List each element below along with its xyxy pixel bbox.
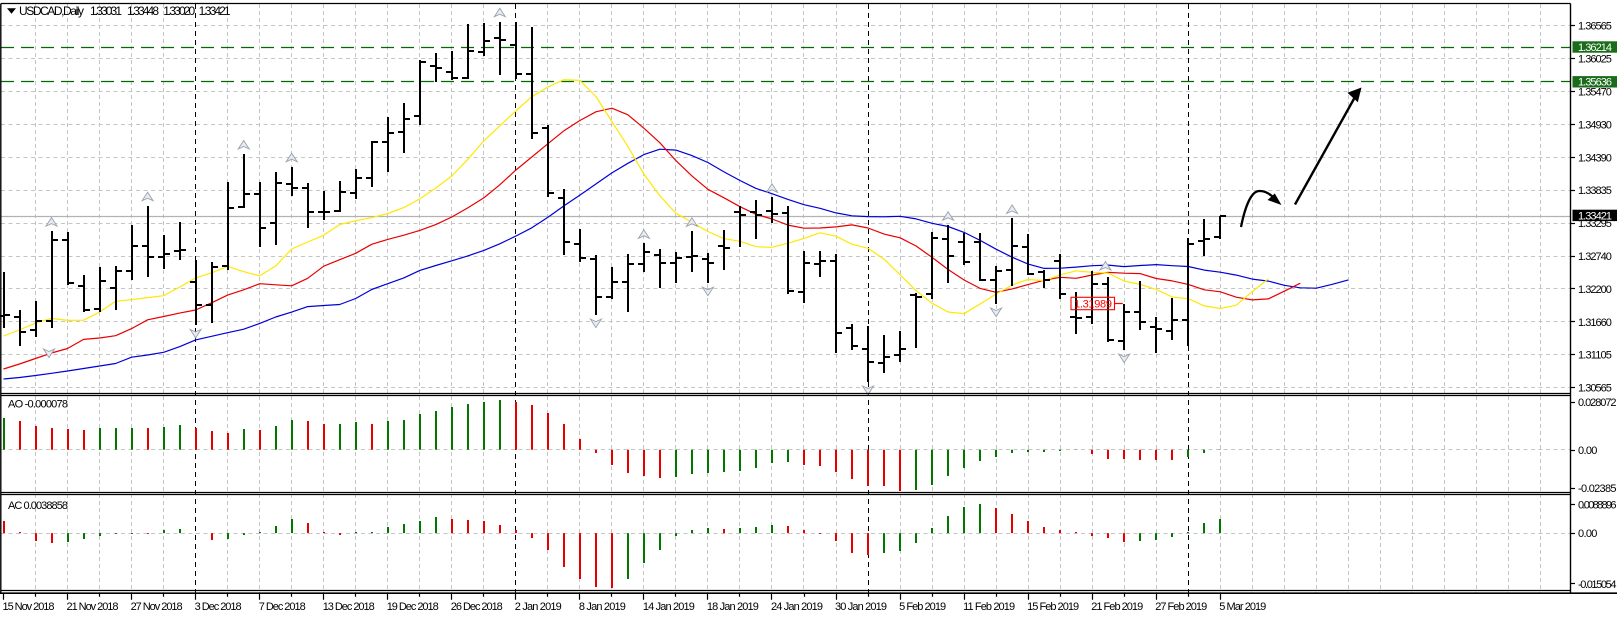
svg-text:-0.02385: -0.02385 bbox=[1578, 483, 1617, 495]
svg-text:0.028072: 0.028072 bbox=[1578, 397, 1617, 409]
svg-text:1.33020: 1.33020 bbox=[163, 4, 195, 18]
svg-text:1.34930: 1.34930 bbox=[1578, 119, 1612, 131]
svg-text:14 Jan 2019: 14 Jan 2019 bbox=[643, 601, 695, 613]
svg-text:1.33421: 1.33421 bbox=[1578, 210, 1612, 222]
svg-text:1.33448: 1.33448 bbox=[127, 4, 159, 18]
svg-text:5 Mar 2019: 5 Mar 2019 bbox=[1219, 601, 1266, 613]
svg-text:24 Jan 2019: 24 Jan 2019 bbox=[771, 601, 823, 613]
svg-text:1.31989: 1.31989 bbox=[1074, 298, 1112, 310]
svg-text:15 Nov 2018: 15 Nov 2018 bbox=[3, 601, 55, 613]
svg-text:AC 0.0038858: AC 0.0038858 bbox=[8, 500, 68, 512]
svg-text:26 Dec 2018: 26 Dec 2018 bbox=[451, 601, 503, 613]
svg-text:1.32740: 1.32740 bbox=[1578, 251, 1612, 263]
svg-text:27 Nov 2018: 27 Nov 2018 bbox=[131, 601, 183, 613]
svg-text:5 Feb 2019: 5 Feb 2019 bbox=[899, 601, 946, 613]
svg-text:1.33835: 1.33835 bbox=[1578, 185, 1612, 197]
svg-text:21 Nov 2018: 21 Nov 2018 bbox=[67, 601, 119, 613]
svg-text:1.31105: 1.31105 bbox=[1578, 350, 1612, 362]
svg-text:3 Dec 2018: 3 Dec 2018 bbox=[195, 601, 242, 613]
svg-text:1.36214: 1.36214 bbox=[1578, 42, 1612, 54]
svg-text:30 Jan 2019: 30 Jan 2019 bbox=[835, 601, 887, 613]
svg-text:19 Dec 2018: 19 Dec 2018 bbox=[387, 601, 439, 613]
svg-text:0.00: 0.00 bbox=[1578, 528, 1597, 540]
svg-text:1.35636: 1.35636 bbox=[1578, 77, 1612, 89]
svg-text:-0.015054: -0.015054 bbox=[1578, 579, 1617, 591]
svg-text:1.33031: 1.33031 bbox=[90, 4, 122, 18]
svg-text:2 Jan 2019: 2 Jan 2019 bbox=[515, 601, 562, 613]
svg-text:1.34390: 1.34390 bbox=[1578, 152, 1612, 164]
svg-text:1.30565: 1.30565 bbox=[1578, 383, 1612, 395]
svg-text:AO -0.000078: AO -0.000078 bbox=[8, 399, 68, 411]
svg-text:18 Jan 2019: 18 Jan 2019 bbox=[707, 601, 759, 613]
svg-text:27 Feb 2019: 27 Feb 2019 bbox=[1155, 601, 1207, 613]
svg-text:8 Jan 2019: 8 Jan 2019 bbox=[579, 601, 626, 613]
svg-text:15 Feb 2019: 15 Feb 2019 bbox=[1027, 601, 1079, 613]
svg-text:21 Feb 2019: 21 Feb 2019 bbox=[1091, 601, 1143, 613]
svg-text:11 Feb 2019: 11 Feb 2019 bbox=[963, 601, 1015, 613]
svg-text:1.32200: 1.32200 bbox=[1578, 284, 1612, 296]
svg-text:0.0088896: 0.0088896 bbox=[1578, 499, 1617, 511]
svg-text:1.33421: 1.33421 bbox=[199, 4, 231, 18]
svg-text:0.00: 0.00 bbox=[1578, 445, 1597, 457]
svg-text:1.36565: 1.36565 bbox=[1578, 21, 1612, 33]
svg-text:1.31660: 1.31660 bbox=[1578, 317, 1612, 329]
svg-text:USDCAD,Daily: USDCAD,Daily bbox=[19, 4, 84, 18]
svg-text:1.36025: 1.36025 bbox=[1578, 54, 1612, 66]
svg-text:13 Dec 2018: 13 Dec 2018 bbox=[323, 601, 375, 613]
svg-text:7 Dec 2018: 7 Dec 2018 bbox=[259, 601, 306, 613]
